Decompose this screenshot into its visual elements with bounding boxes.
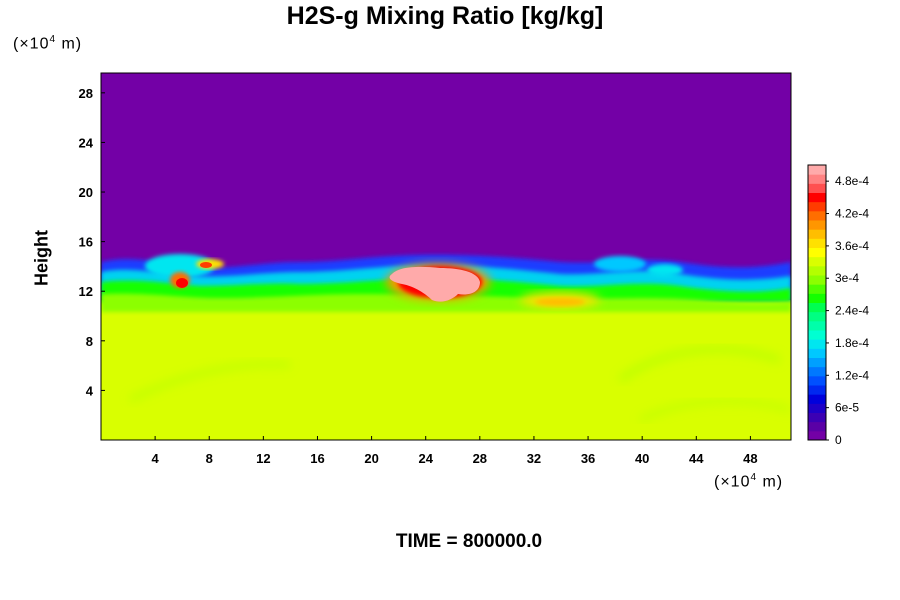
heatmap-field	[101, 73, 791, 440]
x-axis-ticks: 4 8 12 16 20 24 28 32 36 40 44 48	[152, 436, 758, 466]
colorbar-swatch	[808, 366, 826, 377]
x-tick-label: 28	[473, 451, 487, 466]
colorbar-tick-label: 6e-5	[835, 401, 859, 415]
x-tick-label: 4	[152, 451, 160, 466]
colorbar-swatch	[808, 165, 826, 175]
x-tick-label: 16	[310, 451, 324, 466]
y-tick-label: 4	[86, 383, 94, 398]
colorbar-swatch	[808, 311, 826, 322]
chart-title: H2S-g Mixing Ratio [kg/kg]	[286, 2, 604, 30]
y-axis-ticks: 4 8 12 16 20 24 28	[79, 86, 105, 398]
colorbar-tick-label: 1.2e-4	[835, 368, 869, 382]
colorbar-swatch	[808, 247, 826, 258]
colorbar-swatch	[808, 394, 826, 404]
plume-right-cyan2	[647, 264, 683, 276]
colorbar-tick-label: 1.8e-4	[835, 336, 869, 350]
y-tick-label: 12	[79, 284, 93, 299]
colorbar-swatch	[808, 174, 826, 184]
plume-left-cyan	[145, 254, 215, 278]
lower-wisp-3	[638, 398, 791, 423]
colorbar-swatch	[808, 183, 826, 193]
colorbar-swatch	[808, 330, 826, 340]
x-tick-label: 32	[527, 451, 541, 466]
colorbar-swatch	[808, 265, 826, 276]
y-tick-label: 24	[79, 135, 94, 150]
x-tick-label: 40	[635, 451, 649, 466]
colorbar-swatch	[808, 430, 826, 441]
plume-center-peak	[389, 266, 480, 302]
colorbar-swatch	[808, 201, 826, 212]
x-tick-label: 8	[206, 451, 213, 466]
plume-left-red2	[200, 262, 212, 268]
colorbar-swatch	[808, 238, 826, 248]
colorbar-tick-label: 0	[835, 433, 842, 447]
x-tick-label: 20	[364, 451, 378, 466]
colorbar-swatch	[808, 275, 826, 285]
y-tick-label: 20	[79, 185, 93, 200]
y-tick-label: 16	[79, 235, 93, 250]
colorbar-swatch	[808, 348, 826, 358]
x-tick-label: 24	[418, 451, 433, 466]
colorbar-swatch	[808, 412, 826, 423]
colorbar-swatch	[808, 192, 826, 203]
colorbar-swatch	[808, 320, 826, 331]
x-tick-label: 48	[743, 451, 757, 466]
colorbar-tick-label: 2.4e-4	[835, 304, 869, 318]
colorbar-swatch	[808, 302, 826, 313]
y-axis-unit: (×104 m)	[13, 34, 83, 53]
plot-frame	[100, 72, 792, 441]
x-tick-label: 44	[689, 451, 704, 466]
colorbar-tick-label: 3e-4	[835, 271, 859, 285]
colorbar-swatch	[808, 293, 826, 303]
y-tick-label: 8	[86, 334, 93, 349]
x-tick-label: 36	[581, 451, 595, 466]
colorbar-swatch	[808, 357, 826, 368]
colorbar-swatch	[808, 339, 826, 349]
y-tick-label: 28	[79, 86, 93, 101]
transition-band-yellowgreen	[101, 293, 791, 312]
x-tick-label: 12	[256, 451, 270, 466]
colorbar-swatch	[808, 403, 826, 413]
colorbar: 0 6e-5 1.2e-4 1.8e-4 2.4e-4 3e-4 3.6e-4 4.2e-4 4…	[807, 164, 869, 447]
colorbar-swatch	[808, 220, 826, 230]
time-label: TIME = 800000.0	[395, 531, 543, 552]
colorbar-tick-label: 4.8e-4	[835, 174, 869, 188]
plume-left-red	[176, 278, 188, 288]
x-axis-unit: (×104 m)	[714, 472, 784, 491]
lower-wisp-1	[128, 361, 291, 403]
plume-right-orange	[535, 298, 585, 306]
colorbar-swatch	[808, 284, 826, 294]
lower-wisp-2	[617, 345, 782, 384]
colorbar-frame	[807, 164, 827, 441]
plume-right-cyan	[594, 256, 646, 272]
colorbar-tick-label: 4.2e-4	[835, 207, 869, 221]
colorbar-swatch	[808, 229, 826, 239]
colorbar-swatch	[808, 210, 826, 221]
colorbar-tick-label: 3.6e-4	[835, 239, 869, 253]
colorbar-swatch	[808, 385, 826, 395]
colorbar-swatch	[808, 375, 826, 386]
colorbar-swatch	[808, 256, 826, 267]
colorbar-swatch	[808, 421, 826, 432]
